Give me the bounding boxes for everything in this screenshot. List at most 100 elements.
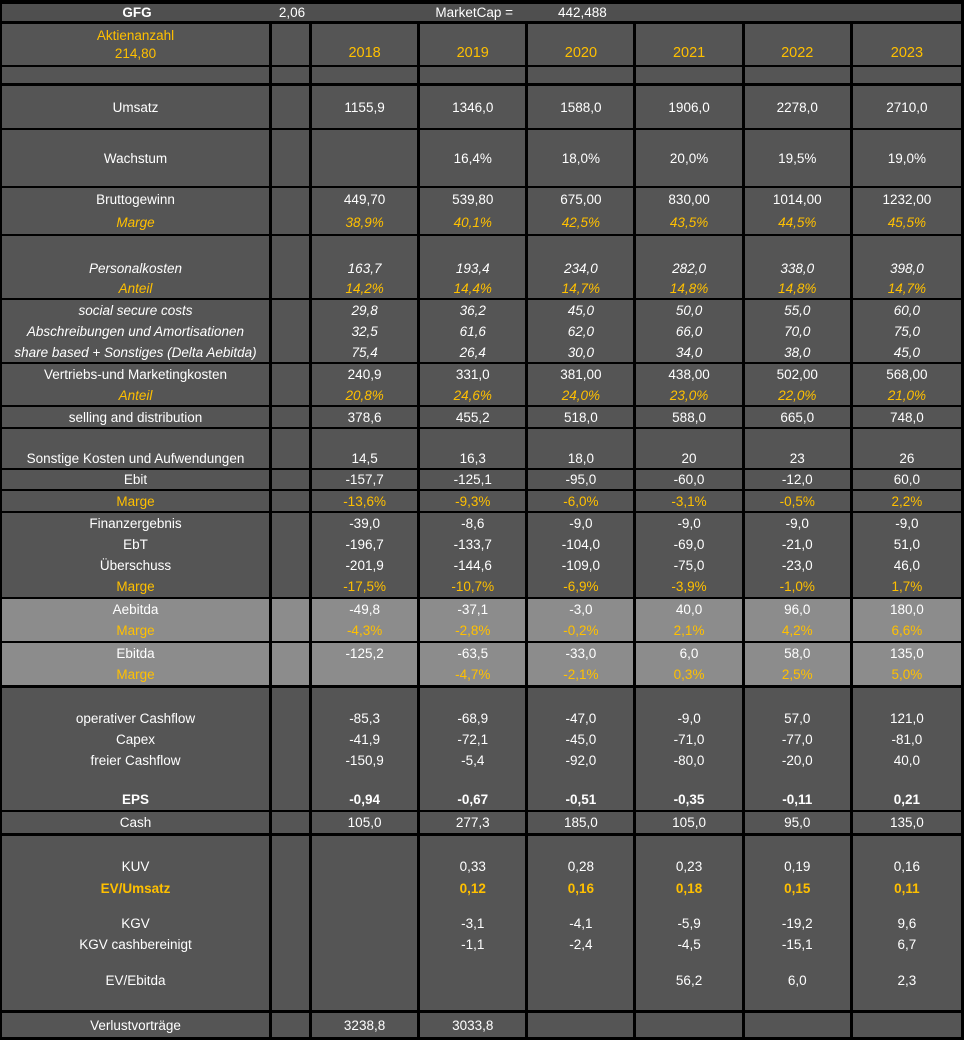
value-cell[interactable]: -9,0 [528, 513, 637, 534]
value-cell[interactable]: -3,0 [528, 599, 637, 620]
value-cell[interactable] [528, 969, 637, 991]
value-cell[interactable]: 240,9 [312, 364, 421, 385]
value-cell[interactable]: -8,6 [420, 513, 529, 534]
value-cell[interactable]: -68,9 [420, 708, 529, 729]
value-cell[interactable]: -10,7% [420, 576, 529, 597]
value-cell[interactable]: 23,0% [636, 385, 745, 405]
row-label[interactable]: Marge [2, 211, 272, 234]
value-cell[interactable]: 38,9% [312, 211, 421, 234]
row-label[interactable]: Personalkosten [2, 258, 272, 278]
row-label[interactable]: Marge [2, 620, 272, 641]
value-cell[interactable]: -33,0 [528, 643, 637, 664]
value-cell[interactable]: 56,2 [636, 969, 745, 991]
value-cell[interactable]: 36,2 [420, 300, 529, 321]
gap-cell[interactable] [272, 576, 312, 597]
gap-cell[interactable] [272, 812, 312, 833]
value-cell[interactable]: 14,8% [636, 278, 745, 298]
value-cell[interactable]: -144,6 [420, 555, 529, 576]
value-cell[interactable]: -71,0 [636, 729, 745, 750]
value-cell[interactable]: 14,7% [528, 278, 637, 298]
row-label[interactable]: KGV [2, 913, 272, 934]
value-cell[interactable]: 14,4% [420, 278, 529, 298]
value-cell[interactable]: 45,5% [887, 215, 927, 230]
value-cell[interactable]: 3238,8 [312, 1013, 421, 1037]
gap-cell[interactable] [272, 278, 312, 298]
gap-cell[interactable] [272, 491, 312, 511]
value-cell[interactable]: -0,2% [528, 620, 637, 641]
value-cell[interactable]: 22,0% [745, 385, 853, 405]
value-cell[interactable]: -19,2 [745, 913, 853, 934]
value-cell[interactable]: -15,1 [745, 934, 853, 955]
gap-cell[interactable] [272, 1013, 312, 1037]
value-cell[interactable]: 185,0 [528, 812, 637, 833]
value-cell[interactable]: 14,5 [312, 449, 421, 468]
value-cell[interactable]: 58,0 [745, 643, 853, 664]
value-cell[interactable]: 1906,0 [636, 86, 745, 128]
row-label[interactable]: Überschuss [2, 555, 272, 576]
value-cell[interactable]: 675,00 [528, 188, 637, 211]
row-label[interactable]: Ebitda [2, 643, 272, 664]
value-cell[interactable]: -72,1 [420, 729, 529, 750]
year-header-2019[interactable]: 2019 [420, 24, 529, 65]
value-cell[interactable]: -0,11 [745, 788, 853, 810]
value-cell[interactable]: 0,11 [894, 880, 920, 896]
value-cell[interactable]: -6,0% [528, 491, 637, 511]
value-cell[interactable]: -0,51 [528, 788, 637, 810]
value-cell[interactable]: 588,0 [636, 407, 745, 427]
value-cell[interactable]: -4,7% [420, 664, 529, 685]
value-cell[interactable]: 2,2% [891, 493, 923, 509]
value-cell[interactable]: 14,8% [745, 278, 853, 298]
year-header-2018[interactable]: 2018 [312, 24, 421, 65]
value-cell[interactable]: 20,0% [636, 130, 745, 186]
value-cell[interactable]: -157,7 [312, 470, 421, 489]
year-header-2021[interactable]: 2021 [636, 24, 745, 65]
value-cell[interactable]: -12,0 [745, 470, 853, 489]
gap-cell[interactable] [272, 513, 312, 534]
value-cell[interactable]: -5,9 [636, 913, 745, 934]
value-cell[interactable]: -49,8 [312, 599, 421, 620]
row-label[interactable]: Anteil [2, 385, 272, 405]
value-cell[interactable]: 830,00 [636, 188, 745, 211]
year-header-2022[interactable]: 2022 [745, 24, 853, 65]
value-cell[interactable]: 438,00 [636, 364, 745, 385]
value-cell[interactable]: 30,0 [528, 342, 637, 362]
value-cell[interactable]: -109,0 [528, 555, 637, 576]
row-label[interactable]: Marge [2, 576, 272, 597]
value-cell[interactable]: 518,0 [528, 407, 637, 427]
gap-cell[interactable] [272, 86, 312, 128]
value-cell[interactable]: -17,5% [312, 576, 421, 597]
value-cell[interactable]: 75,0 [893, 324, 921, 339]
value-cell[interactable]: -92,0 [528, 750, 637, 771]
row-label[interactable]: EPS [2, 788, 272, 810]
marketcap-label-cell[interactable]: MarketCap = [435, 5, 514, 20]
value-cell[interactable]: 282,0 [636, 258, 745, 278]
value-cell[interactable]: 748,0 [890, 409, 924, 425]
value-cell[interactable]: 3033,8 [420, 1013, 529, 1037]
value-cell[interactable]: -2,4 [528, 934, 637, 955]
value-cell[interactable]: 45,0 [893, 344, 921, 360]
value-cell[interactable]: 61,6 [420, 321, 529, 342]
row-label[interactable]: share based + Sonstiges (Delta Aebitda) [2, 342, 272, 362]
row-label[interactable]: Aebitda [2, 599, 272, 620]
year-header-2020[interactable]: 2020 [528, 24, 637, 65]
value-cell[interactable]: 381,00 [528, 364, 637, 385]
gap-cell[interactable] [272, 664, 312, 685]
gap-cell[interactable] [272, 934, 312, 955]
value-cell[interactable]: 66,0 [636, 321, 745, 342]
row-label[interactable]: Verlustvorträge [2, 1013, 272, 1037]
gap-cell[interactable] [272, 258, 312, 278]
gap-cell[interactable] [272, 877, 312, 899]
row-label[interactable]: Bruttogewinn [2, 188, 272, 211]
row-label[interactable]: freier Cashflow [2, 750, 272, 771]
value-cell[interactable]: -0,94 [312, 788, 421, 810]
value-cell[interactable]: -5,4 [420, 750, 529, 771]
row-label[interactable]: Sonstige Kosten und Aufwendungen [2, 449, 272, 468]
row-label[interactable]: social secure costs [2, 300, 272, 321]
value-cell[interactable]: 135,0 [890, 646, 924, 661]
value-cell[interactable] [312, 130, 421, 186]
value-cell[interactable]: 665,0 [745, 407, 853, 427]
value-cell[interactable]: 9,6 [897, 916, 917, 931]
value-cell[interactable]: -1,1 [420, 934, 529, 955]
row-label[interactable]: KGV cashbereinigt [2, 934, 272, 955]
value-cell[interactable]: -9,3% [420, 491, 529, 511]
